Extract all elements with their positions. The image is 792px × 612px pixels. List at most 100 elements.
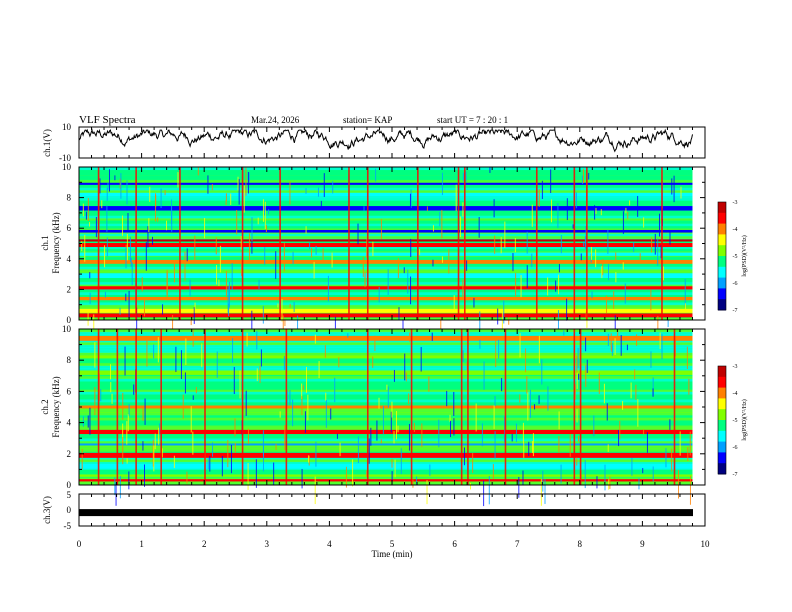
spectrogram-texture bbox=[264, 201, 266, 230]
spectrogram-texture bbox=[317, 187, 319, 197]
spectrogram-texture bbox=[416, 476, 418, 485]
spectrogram-texture bbox=[558, 274, 560, 295]
spectrogram-texture bbox=[304, 411, 306, 433]
spectrogram-texture bbox=[207, 175, 209, 194]
spectrogram-texture bbox=[372, 241, 374, 256]
spectrogram-texture bbox=[584, 236, 586, 249]
spectrogram-texture bbox=[302, 385, 304, 390]
spectrogram-texture bbox=[289, 181, 291, 205]
spectrogram-texture bbox=[114, 477, 116, 496]
spectrogram-spike bbox=[366, 167, 369, 320]
spectrogram-texture bbox=[149, 186, 151, 202]
spectrogram-texture bbox=[514, 238, 516, 253]
spectrogram-band bbox=[79, 370, 693, 375]
spectrogram-spike bbox=[463, 167, 466, 320]
ch2-spectrogram-panel: 0 2 4 6 8 10 ch.2 Frequency (kHz) -3 -4 -5 -6 -7 l… bbox=[40, 324, 748, 507]
spectrogram-texture bbox=[101, 200, 103, 209]
spectrogram-row bbox=[79, 184, 693, 188]
spectrogram-texture bbox=[661, 333, 663, 360]
spectrogram-texture bbox=[459, 216, 461, 238]
colorbar-frame bbox=[717, 365, 727, 475]
spectrogram-texture bbox=[665, 448, 667, 468]
spectrogram-texture bbox=[520, 275, 522, 298]
spectrogram-texture bbox=[336, 433, 338, 439]
spectrogram-texture bbox=[660, 245, 662, 259]
colorbar-segment bbox=[718, 409, 726, 421]
spectrogram-texture bbox=[362, 256, 364, 277]
spectrogram-texture bbox=[466, 260, 468, 271]
spectrogram-texture bbox=[395, 410, 397, 440]
time-axis-ticklabel: 8 bbox=[578, 539, 583, 549]
spectrogram-texture bbox=[493, 405, 495, 429]
colorbar-segment bbox=[718, 223, 726, 235]
spectrogram-texture bbox=[161, 448, 163, 458]
spectrogram-texture bbox=[558, 264, 560, 273]
spectrogram-row bbox=[79, 394, 693, 398]
spectrogram-texture bbox=[106, 237, 108, 257]
spectrogram-texture bbox=[669, 419, 671, 430]
ch3-waveform-xticks bbox=[78, 494, 706, 526]
time-axis-ticklabel: 7 bbox=[515, 539, 520, 549]
spectrogram-texture bbox=[501, 377, 503, 392]
spectrogram-texture bbox=[630, 382, 632, 399]
spectrogram-texture bbox=[500, 237, 502, 254]
spectrogram-texture bbox=[585, 225, 587, 250]
spectrogram-row bbox=[79, 472, 693, 476]
spectrogram-texture bbox=[619, 420, 621, 440]
spectrogram-texture bbox=[671, 178, 673, 195]
spectrogram-texture bbox=[256, 368, 258, 382]
spectrogram-texture bbox=[293, 301, 295, 313]
spectrogram-texture bbox=[192, 431, 194, 455]
spectrogram-texture bbox=[557, 310, 559, 332]
ch2-spectrogram-ylabel-channel: ch.2 bbox=[40, 399, 50, 414]
spectrogram-texture bbox=[637, 195, 639, 217]
spectrogram-texture bbox=[283, 243, 285, 272]
spectrogram-texture bbox=[478, 217, 480, 238]
spectrogram-row bbox=[79, 414, 693, 418]
spectrogram-row bbox=[79, 378, 693, 382]
spectrogram-texture bbox=[462, 202, 464, 217]
time-axis-ticklabel: 2 bbox=[202, 539, 207, 549]
spectrogram-texture bbox=[275, 443, 277, 451]
spectrogram-row bbox=[79, 440, 693, 444]
spectrogram-texture bbox=[85, 211, 87, 220]
spectrogram-row bbox=[79, 448, 693, 452]
spectrogram-row bbox=[79, 352, 693, 356]
spectrogram-texture bbox=[658, 213, 660, 237]
spectrogram-texture bbox=[426, 206, 428, 211]
spectrogram-texture bbox=[522, 470, 524, 486]
spectrogram-texture bbox=[231, 263, 233, 291]
spectrogram-texture bbox=[614, 338, 616, 355]
spectrogram-texture bbox=[494, 396, 496, 407]
spectrogram-row bbox=[79, 425, 693, 429]
spectrogram-row bbox=[79, 189, 693, 193]
spectrogram-row bbox=[79, 344, 693, 348]
spectrogram-texture bbox=[595, 207, 597, 214]
spectrogram-texture bbox=[578, 373, 580, 380]
date-label: Mar.24, 2026 bbox=[251, 115, 300, 125]
spectrogram-texture bbox=[89, 292, 91, 304]
spectrogram-texture bbox=[119, 307, 121, 315]
spectrogram-texture bbox=[538, 395, 540, 404]
spectrogram-texture bbox=[171, 210, 173, 232]
colorbar-tick-label: -7 bbox=[733, 308, 738, 314]
spectrogram-texture bbox=[247, 428, 249, 444]
spectrogram-texture bbox=[488, 475, 490, 505]
spectrogram-row bbox=[79, 235, 693, 239]
spectrogram-spike bbox=[348, 167, 350, 320]
spectrogram-texture bbox=[576, 457, 578, 466]
spectrogram-texture bbox=[404, 353, 406, 381]
spectrogram-spike bbox=[467, 329, 469, 485]
spectrogram-texture bbox=[363, 206, 365, 212]
colorbar-tick-label: -4 bbox=[733, 391, 738, 397]
spectrogram-texture bbox=[409, 332, 411, 342]
spectrogram-texture bbox=[629, 200, 631, 206]
spectrogram-texture bbox=[531, 441, 533, 454]
spectrogram-texture bbox=[146, 340, 148, 367]
spectrogram-texture bbox=[643, 217, 645, 228]
spectrogram-row bbox=[79, 317, 693, 321]
spectrogram-row bbox=[79, 179, 693, 183]
spectrogram-texture bbox=[593, 415, 595, 437]
spectrogram-texture bbox=[281, 298, 283, 322]
spectrogram-texture bbox=[292, 399, 294, 427]
